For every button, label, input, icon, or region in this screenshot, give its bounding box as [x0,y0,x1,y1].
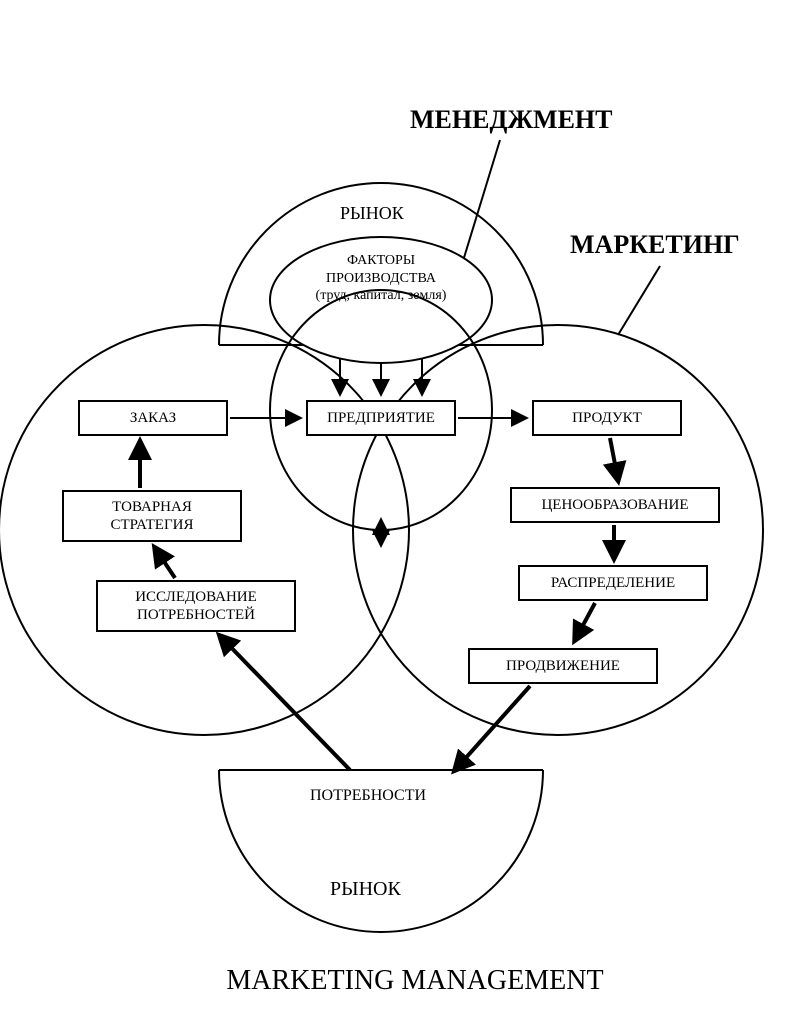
title-management: МЕНЕДЖМЕНТ [410,105,613,135]
arrow-product-pricing [610,438,618,480]
node-research: ИССЛЕДОВАНИЕ ПОТРЕБНОСТЕЙ [96,580,296,632]
node-order: ЗАКАЗ [78,400,228,436]
label-market-bottom: РЫНОК [330,878,401,901]
label-needs: ПОТРЕБНОСТИ [310,787,426,805]
arrow-distribution-promotion [575,603,595,640]
arrow-promotion-needs [455,686,530,770]
node-strategy: ТОВАРНАЯ СТРАТЕГИЯ [62,490,242,542]
node-pricing: ЦЕНООБРАЗОВАНИЕ [510,487,720,523]
node-promotion: ПРОДВИЖЕНИЕ [468,648,658,684]
arrow-research-strategy [155,548,175,578]
node-enterprise: ПРЕДПРИЯТИЕ [306,400,456,436]
title-marketing: МАРКЕТИНГ [570,230,740,260]
node-product: ПРОДУКТ [532,400,682,436]
node-distribution: РАСПРЕДЕЛЕНИЕ [518,565,708,601]
title-bottom: MARKETING MANAGEMENT [180,965,650,997]
arrow-needs-research [220,636,350,770]
pointer-marketing [618,266,660,335]
label-factors: ФАКТОРЫ ПРОИЗВОДСТВА (труд, капитал, зем… [275,252,487,305]
label-market-top: РЫНОК [340,203,404,224]
